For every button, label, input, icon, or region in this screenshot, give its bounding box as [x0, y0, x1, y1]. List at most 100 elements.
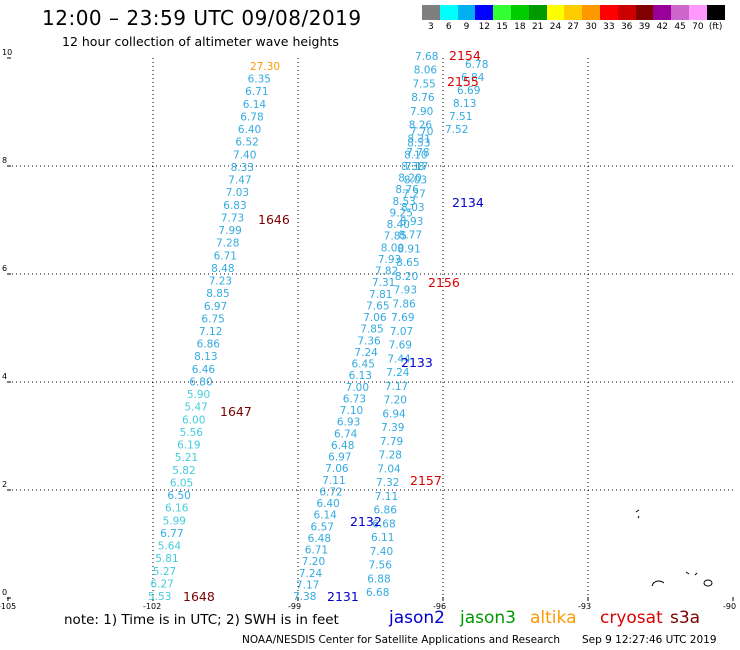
footer-credit: NOAA/NESDIS Center for Satellite Applica… — [242, 634, 560, 646]
scale-swatch — [546, 5, 565, 20]
wave-height-value: 7.68 — [415, 51, 438, 63]
scale-swatch — [475, 5, 494, 20]
scale-swatch — [564, 5, 583, 20]
scale-swatch — [671, 5, 689, 20]
scale-stop: 27 — [564, 5, 583, 32]
scale-stop: 15 — [493, 5, 511, 32]
scale-label: 21 — [531, 22, 544, 32]
wave-height-value: 7.17 — [385, 381, 408, 393]
legend-item-jason3: jason3 — [460, 608, 516, 628]
scale-stop: 21 — [528, 5, 547, 32]
wave-height-value: 6.52 — [235, 137, 258, 149]
wave-height-value: 5.99 — [163, 515, 186, 527]
y-tick-label: 0 — [2, 588, 8, 597]
scale-swatch — [706, 5, 725, 20]
legend-item-cryosat: cryosat — [600, 608, 663, 628]
wave-height-value: 6.84 — [461, 72, 485, 84]
scale-label: 42 — [656, 22, 668, 32]
wave-height-value: 6.71 — [305, 545, 328, 557]
wave-height-value: 7.78 — [406, 147, 429, 159]
x-tick-label: -102 — [143, 602, 162, 611]
wave-height-value: 7.06 — [325, 463, 349, 475]
wave-height-value: 6.50 — [167, 490, 190, 502]
scale-swatch — [582, 5, 600, 20]
wave-height-value: 6.97 — [204, 301, 227, 313]
wave-height-value: 7.04 — [377, 463, 401, 475]
wave-height-value: 7.32 — [376, 477, 399, 489]
wave-height-color-scale: 3 6 9 12 15 18 21 24 27 30 33 36 39 42 45 70 (ft) — [422, 5, 725, 32]
wave-height-value: 6.75 — [201, 313, 224, 325]
scale-stop: 36 — [617, 5, 636, 32]
wave-height-value: 8.26 — [409, 120, 433, 132]
scale-swatch — [635, 5, 654, 20]
track-time-label: 2157 — [410, 473, 442, 488]
wave-height-value: 7.23 — [209, 276, 232, 288]
wave-height-value: 7.90 — [410, 106, 433, 118]
scale-stop: 6 — [439, 5, 458, 32]
wave-height-value: 7.99 — [218, 225, 241, 237]
legend-item-jason2: jason2 — [389, 608, 445, 628]
wave-height-value: 6.74 — [334, 428, 358, 440]
wave-height-value: 8.06 — [414, 65, 438, 77]
x-tick-label: -99 — [288, 602, 302, 611]
wave-height-value: 6.14 — [313, 510, 337, 522]
scale-stop: 24 — [546, 5, 565, 32]
track-time-label: 2154 — [449, 48, 481, 63]
wave-height-value: 7.17 — [405, 161, 428, 173]
track-time-label: 2133 — [401, 355, 433, 370]
wave-height-value: 6.35 — [248, 74, 271, 86]
wave-height-value: 7.47 — [228, 175, 251, 187]
wave-height-value: 7.85 — [360, 324, 383, 336]
scale-label: 3 — [428, 22, 434, 32]
y-tick-label: 6 — [2, 264, 8, 273]
wave-height-value: 6.45 — [352, 359, 375, 371]
scale-label: 30 — [585, 22, 597, 32]
scale-stop: 18 — [510, 5, 529, 32]
wave-height-value: 7.20 — [302, 556, 325, 568]
track-time-label: 1648 — [183, 589, 215, 604]
scale-swatch — [439, 5, 458, 20]
footer-timestamp: Sep 9 12:27:46 UTC 2019 — [582, 634, 717, 646]
scale-swatch — [422, 5, 440, 20]
scale-swatch — [653, 5, 672, 20]
wave-height-value: 7.10 — [340, 405, 363, 417]
wave-height-value: 7.73 — [221, 212, 244, 224]
legend-item-altika: altika — [530, 608, 577, 628]
page-subtitle: 12 hour collection of altimeter wave hei… — [62, 34, 339, 49]
wave-height-value: 7.38 — [293, 591, 316, 603]
scale-swatch — [528, 5, 547, 20]
scale-label: 36 — [620, 22, 633, 32]
y-tick-label: 8 — [2, 156, 8, 165]
wave-height-value: 8.76 — [395, 184, 419, 196]
wave-height-value: 7.39 — [381, 422, 404, 434]
footer-note: note: 1) Time is in UTC; 2) SWH is in fe… — [64, 612, 339, 628]
wave-height-value: 8.20 — [395, 271, 418, 283]
wave-height-value: 7.52 — [445, 124, 468, 136]
wave-height-value: 7.07 — [390, 326, 413, 338]
wave-height-value: 8.03 — [401, 202, 424, 214]
wave-height-value: 6.00 — [182, 414, 205, 426]
wave-height-value: 5.90 — [187, 389, 210, 401]
coastline-fragment — [651, 571, 698, 587]
wave-height-value: 7.40 — [233, 149, 256, 161]
scale-stop: (ft) — [706, 5, 725, 32]
scale-label: 33 — [603, 22, 615, 32]
wave-height-value: 6.46 — [192, 364, 216, 376]
wave-height-value: 8.77 — [399, 230, 422, 242]
wave-height-value: 7.79 — [380, 436, 403, 448]
wave-height-value: 5.47 — [184, 402, 207, 414]
scale-label: 18 — [514, 22, 526, 32]
wave-height-value: 7.03 — [226, 187, 249, 199]
wave-height-value: 8.40 — [387, 219, 410, 231]
wave-height-value: 7.28 — [379, 450, 402, 462]
wave-height-value: 6.72 — [319, 486, 342, 498]
x-tick-label: -90 — [723, 602, 737, 611]
scale-stop: 3 — [422, 5, 440, 32]
wave-height-value: 7.51 — [449, 111, 472, 123]
wave-height-value: 6.19 — [177, 440, 200, 452]
scale-label: 6 — [445, 22, 452, 32]
wave-height-value: 5.56 — [180, 427, 204, 439]
track-time-label: 1646 — [258, 212, 290, 227]
wave-height-value: 7.69 — [391, 312, 414, 324]
